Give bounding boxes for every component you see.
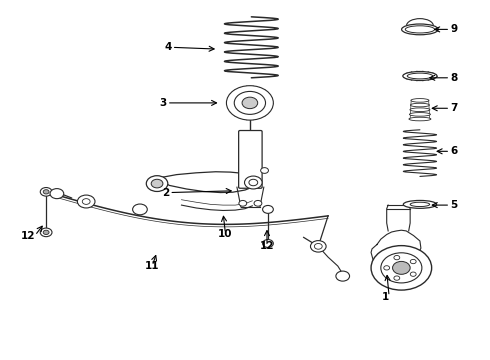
Circle shape — [263, 206, 273, 213]
Ellipse shape — [410, 113, 430, 116]
Text: 10: 10 — [218, 229, 233, 239]
Ellipse shape — [405, 26, 435, 33]
Text: 2: 2 — [162, 188, 169, 198]
Text: 6: 6 — [450, 146, 458, 156]
Circle shape — [410, 272, 416, 276]
Circle shape — [234, 91, 266, 114]
Circle shape — [245, 176, 262, 189]
Circle shape — [261, 168, 269, 174]
Text: 11: 11 — [145, 261, 159, 271]
Circle shape — [82, 199, 90, 204]
Circle shape — [254, 201, 262, 206]
Circle shape — [226, 86, 273, 120]
Ellipse shape — [410, 108, 430, 112]
Text: 7: 7 — [450, 103, 458, 113]
Circle shape — [371, 246, 432, 290]
Circle shape — [151, 179, 163, 188]
Ellipse shape — [402, 24, 438, 35]
Circle shape — [336, 271, 349, 281]
Circle shape — [40, 228, 52, 237]
Circle shape — [410, 260, 416, 264]
Circle shape — [242, 97, 258, 109]
Ellipse shape — [410, 202, 430, 207]
Circle shape — [384, 266, 390, 270]
Circle shape — [249, 179, 258, 186]
Circle shape — [394, 256, 400, 260]
Text: 1: 1 — [382, 292, 389, 302]
Circle shape — [43, 230, 49, 234]
Circle shape — [263, 239, 273, 247]
Circle shape — [77, 195, 95, 208]
Ellipse shape — [411, 103, 429, 107]
Text: 5: 5 — [450, 200, 458, 210]
Circle shape — [381, 253, 422, 283]
Circle shape — [40, 188, 52, 196]
Circle shape — [133, 204, 147, 215]
FancyBboxPatch shape — [239, 131, 262, 188]
Circle shape — [147, 176, 168, 192]
Ellipse shape — [403, 72, 437, 81]
Text: 12: 12 — [260, 241, 274, 251]
Ellipse shape — [403, 201, 437, 208]
Ellipse shape — [411, 99, 429, 102]
Ellipse shape — [407, 73, 433, 79]
Circle shape — [392, 261, 410, 274]
Circle shape — [311, 240, 326, 252]
Text: 8: 8 — [450, 73, 458, 83]
Text: 4: 4 — [164, 42, 171, 52]
Circle shape — [239, 201, 246, 206]
Circle shape — [394, 276, 400, 280]
Ellipse shape — [409, 117, 431, 121]
Circle shape — [43, 190, 49, 194]
Text: 12: 12 — [21, 231, 35, 240]
Circle shape — [50, 189, 64, 199]
Text: 3: 3 — [160, 98, 167, 108]
Text: 9: 9 — [450, 24, 457, 35]
Circle shape — [315, 243, 322, 249]
